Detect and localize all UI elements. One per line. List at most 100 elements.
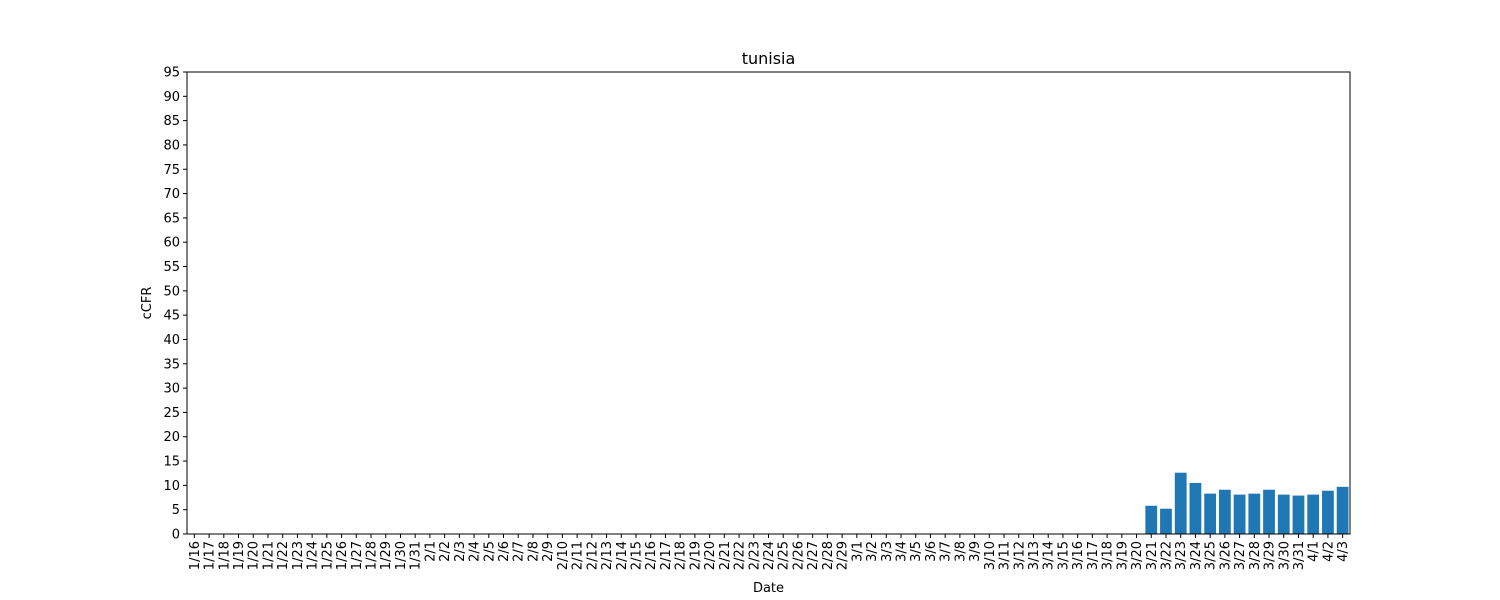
x-tick-label: 3/20	[1130, 541, 1145, 570]
x-tick-label: 3/14	[1042, 541, 1057, 570]
x-tick-label: 2/11	[571, 541, 586, 570]
x-tick-label: 2/18	[674, 541, 689, 570]
x-tick-label: 3/24	[1189, 541, 1204, 570]
x-tick-label: 1/29	[379, 541, 394, 570]
x-tick-label: 1/23	[291, 541, 306, 570]
bar-3-28	[1248, 493, 1261, 534]
y-tick-label: 30	[163, 382, 180, 397]
x-tick-label: 2/15	[630, 541, 645, 570]
x-tick-label: 1/22	[276, 541, 291, 570]
x-tick-label: 3/13	[1027, 541, 1042, 570]
x-tick-label: 2/9	[541, 541, 556, 562]
bar-3-25	[1204, 493, 1217, 534]
y-tick-label: 20	[163, 430, 180, 445]
x-tick-label: 2/12	[585, 541, 600, 570]
y-tick-label: 10	[163, 479, 180, 494]
x-tick-label: 2/10	[556, 541, 571, 570]
y-tick-label: 45	[163, 309, 180, 324]
bar-3-22	[1160, 508, 1172, 534]
x-tick-label: 3/12	[1012, 541, 1027, 570]
bar-3-26	[1218, 489, 1231, 534]
y-tick-label: 15	[163, 455, 180, 470]
x-tick-label: 2/20	[703, 541, 718, 570]
y-axis: 0 5 10 15 20 25 30 35 40 45 50 55 60 65 70 75 80 85 90 95	[163, 66, 187, 543]
plot-frame	[186, 71, 1351, 535]
x-tick-label: 3/28	[1248, 541, 1263, 570]
x-tick-label: 2/4	[468, 541, 483, 562]
y-tick-label: 85	[163, 114, 180, 129]
x-tick-label: 3/29	[1263, 541, 1278, 570]
x-tick-label: 3/15	[1056, 541, 1071, 570]
bar-3-24	[1189, 482, 1202, 534]
x-tick-label: 1/31	[409, 541, 424, 570]
x-tick-label: 2/22	[733, 541, 748, 570]
x-tick-label: 1/27	[350, 541, 365, 570]
x-tick-label: 3/31	[1292, 541, 1307, 570]
x-tick-label: 3/7	[939, 541, 954, 562]
x-tick-label: 1/17	[203, 541, 218, 570]
x-tick-label: 3/19	[1115, 541, 1130, 570]
x-tick-label: 2/19	[688, 541, 703, 570]
x-tick-label: 3/17	[1086, 541, 1101, 570]
x-tick-label: 1/26	[335, 541, 350, 570]
x-tick-label: 2/16	[644, 541, 659, 570]
bar-4-2	[1322, 490, 1334, 534]
x-tick-label: 3/10	[983, 541, 998, 570]
x-tick-label: 2/6	[497, 541, 512, 562]
y-tick-label: 90	[163, 90, 180, 105]
bar-3-23	[1174, 472, 1187, 534]
x-tick-label: 4/3	[1336, 541, 1351, 562]
x-tick-label: 2/21	[718, 541, 733, 570]
x-tick-label: 3/23	[1174, 541, 1189, 570]
y-tick-label: 50	[163, 284, 180, 299]
bar-3-21	[1145, 505, 1158, 534]
x-tick-label: 2/5	[482, 541, 497, 562]
x-tick-label: 1/20	[247, 541, 262, 570]
bar-4-3	[1336, 486, 1349, 534]
x-tick-label: 1/30	[394, 541, 409, 570]
x-tick-label: 1/24	[306, 541, 321, 570]
y-tick-label: 60	[163, 236, 180, 251]
x-tick-label: 2/2	[438, 541, 453, 562]
x-tick-label: 3/30	[1277, 541, 1292, 570]
x-tick-label: 2/3	[453, 541, 468, 562]
x-tick-label: 2/24	[762, 541, 777, 570]
y-tick-label: 25	[163, 406, 180, 421]
x-tick-label: 2/28	[821, 541, 836, 570]
y-axis-label: cCFR	[140, 287, 155, 320]
x-tick-label: 2/8	[526, 541, 541, 562]
y-tick-label: 35	[163, 357, 180, 372]
x-tick-label: 1/18	[217, 541, 232, 570]
x-tick-label: 2/17	[659, 541, 674, 570]
y-tick-label: 55	[163, 260, 180, 275]
x-tick-label: 3/11	[998, 541, 1013, 570]
x-tick-label: 3/6	[924, 541, 939, 562]
x-tick-label: 1/21	[261, 541, 276, 570]
x-tick-label: 3/4	[894, 541, 909, 562]
x-tick-label: 3/8	[953, 541, 968, 562]
x-tick-label: 3/18	[1101, 541, 1116, 570]
x-tick-label: 3/16	[1071, 541, 1086, 570]
y-tick-label: 80	[163, 138, 180, 153]
x-tick-label: 1/16	[188, 541, 203, 570]
x-tick-label: 2/14	[615, 541, 630, 570]
bar-3-29	[1263, 489, 1275, 534]
y-tick-label: 65	[163, 211, 180, 226]
x-tick-label: 2/27	[806, 541, 821, 570]
x-tick-label: 1/25	[320, 541, 335, 570]
x-tick-label: 2/26	[791, 541, 806, 570]
x-tick-label: 3/21	[1145, 541, 1160, 570]
x-axis: 1/16 1/17 1/18 1/19 1/20 1/21 1/22 1/23 1/24 1/25…	[188, 534, 1351, 570]
x-tick-label: 3/26	[1218, 541, 1233, 570]
x-tick-label: 3/9	[968, 541, 983, 562]
y-tick-label: 75	[163, 163, 180, 178]
chart-title: tunisia	[742, 49, 796, 68]
bars-group	[1145, 472, 1349, 534]
x-tick-label: 3/5	[909, 541, 924, 562]
bar-4-1	[1307, 494, 1320, 534]
x-tick-label: 1/28	[365, 541, 380, 570]
x-tick-label: 4/2	[1321, 541, 1336, 562]
bar-3-27	[1233, 494, 1246, 534]
